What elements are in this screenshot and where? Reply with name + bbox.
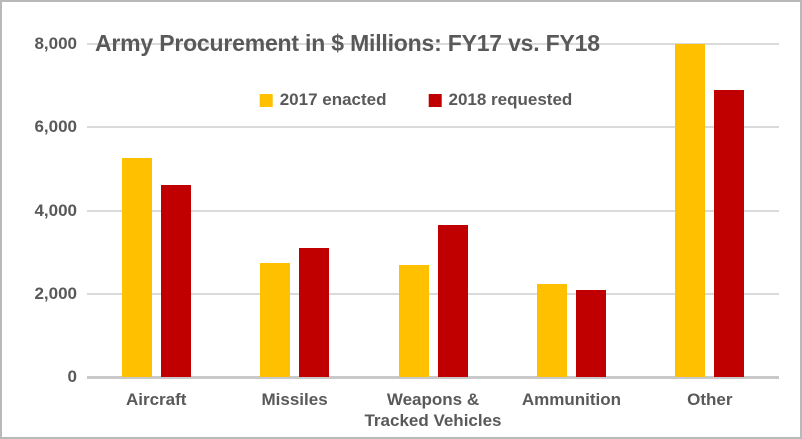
legend-swatch-2018-icon bbox=[428, 93, 442, 107]
gridline-2000 bbox=[87, 292, 779, 295]
x-axis-category-label: Other bbox=[687, 390, 733, 409]
y-axis-tick-label: 4,000 bbox=[34, 200, 77, 220]
x-axis-category-label: Ammunition bbox=[521, 390, 621, 409]
legend-item-2017-enacted: 2017 enacted bbox=[259, 90, 387, 110]
x-axis-category-label: Weapons & Tracked Vehicles bbox=[364, 390, 502, 431]
chart-title: Army Procurement in $ Millions: FY17 vs.… bbox=[95, 30, 600, 56]
bar-2018-aircraft bbox=[160, 185, 191, 377]
chart-legend: 2017 enacted 2018 requested bbox=[259, 90, 573, 110]
y-axis-tick-label: 6,000 bbox=[34, 117, 77, 137]
bar-2017-aircraft bbox=[121, 158, 152, 377]
legend-item-2018-requested: 2018 requested bbox=[428, 90, 573, 110]
legend-label-2017: 2017 enacted bbox=[279, 90, 387, 109]
bar-2018-missiles bbox=[299, 247, 330, 377]
bar-2017-missiles bbox=[260, 262, 291, 377]
x-axis-category-label: Missiles bbox=[261, 390, 328, 409]
bar-2018-other bbox=[714, 89, 745, 377]
legend-swatch-2017-icon bbox=[259, 93, 273, 107]
bar-2017-weapons bbox=[398, 264, 429, 377]
x-axis-line bbox=[87, 376, 779, 379]
bar-2017-other bbox=[675, 44, 706, 377]
y-axis-tick-label: 2,000 bbox=[34, 283, 77, 303]
bar-2017-ammunition bbox=[536, 284, 567, 377]
gridline-8000 bbox=[87, 43, 779, 45]
gridline-6000 bbox=[87, 126, 779, 129]
legend-label-2018: 2018 requested bbox=[448, 90, 573, 109]
y-axis-tick-label: 0 bbox=[67, 367, 77, 386]
x-axis-category-label: Aircraft bbox=[125, 390, 187, 409]
bar-2018-ammunition bbox=[575, 290, 606, 377]
bar-2018-weapons bbox=[437, 225, 468, 377]
gridline-4000 bbox=[87, 209, 779, 212]
y-axis-tick-label: 8,000 bbox=[34, 34, 77, 53]
